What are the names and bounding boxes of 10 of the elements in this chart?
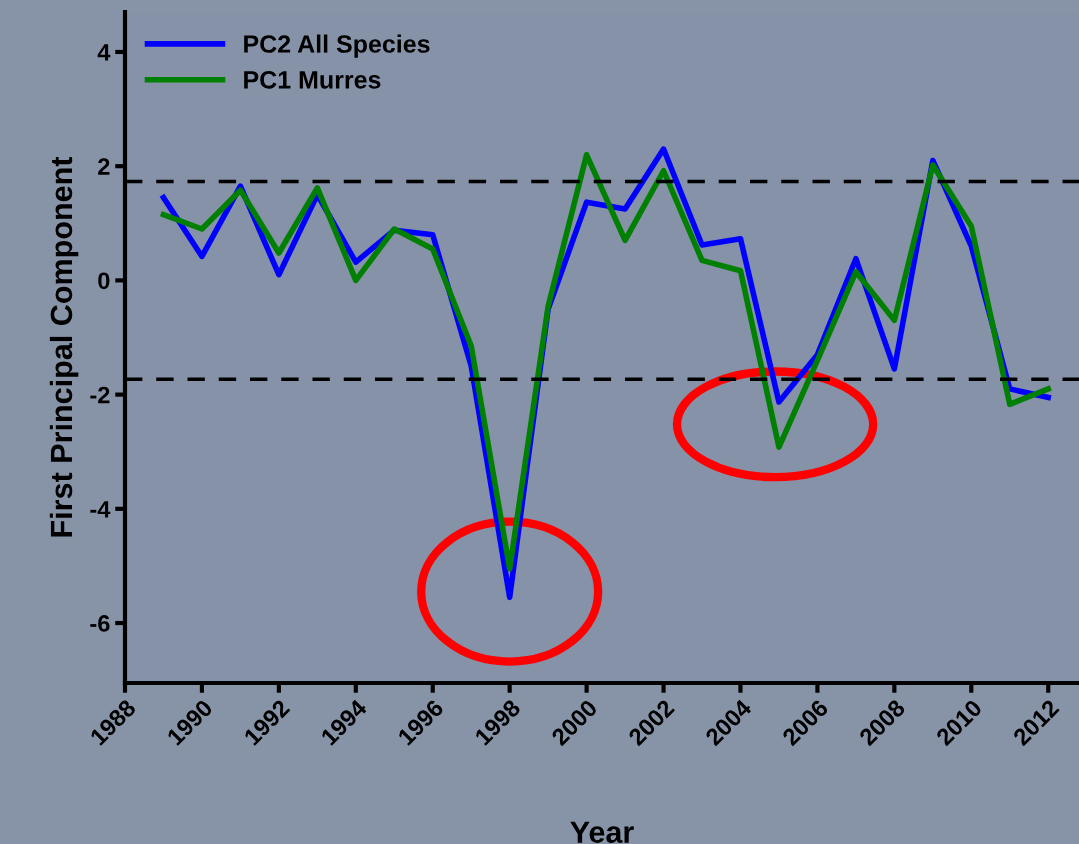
legend-label: PC1 Murres xyxy=(244,70,381,89)
y-tick-label: 0 xyxy=(98,272,110,290)
y-tick-label: -6 xyxy=(90,615,110,632)
x-axis-title: Year xyxy=(570,821,634,843)
y-tick-label: -2 xyxy=(90,386,110,404)
y-axis-title: First Principal Component xyxy=(49,156,79,537)
y-tick-label: 2 xyxy=(98,158,110,175)
y-tick-label: 4 xyxy=(97,44,111,61)
y-tick-label: -4 xyxy=(90,501,111,518)
legend-label: PC2 All Species xyxy=(244,34,430,58)
